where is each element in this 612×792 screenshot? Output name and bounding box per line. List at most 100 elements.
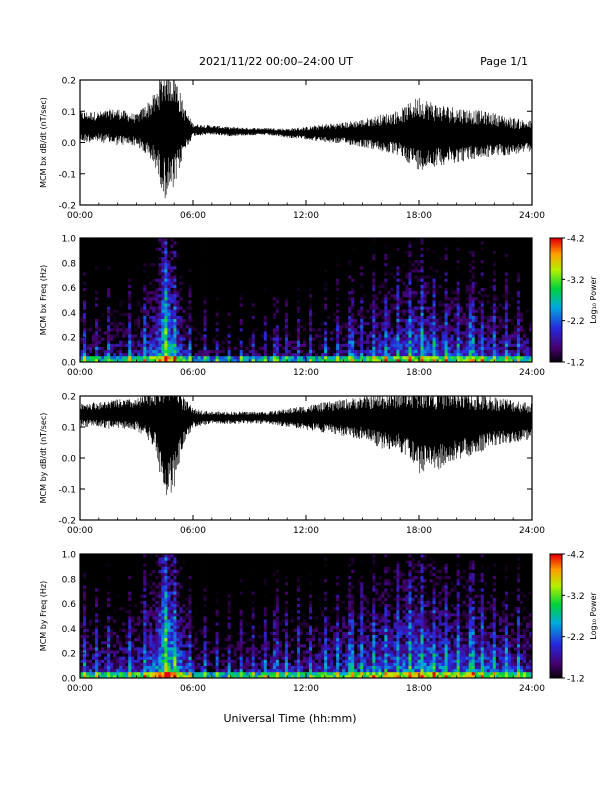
spectrogram-cell [116, 269, 120, 273]
spectrogram-cell [134, 293, 138, 298]
spectrogram-cell [293, 284, 298, 288]
spectrogram-cell [375, 324, 379, 329]
spectrogram-cell [173, 281, 177, 285]
spectrogram-cell [143, 262, 147, 267]
spectrogram-cell [128, 343, 132, 347]
spectrogram-cell [357, 334, 361, 338]
spectrogram-cell [366, 287, 370, 292]
spectrogram-cell [200, 358, 204, 362]
spectrogram-cell [176, 324, 180, 329]
spectrogram-cell [281, 250, 286, 254]
spectrogram-cell [318, 241, 322, 245]
spectrogram-cell [248, 256, 253, 261]
spectrogram-cell [251, 309, 256, 313]
spectrogram-cell [414, 278, 418, 282]
spectrogram-cell [306, 253, 310, 257]
panels-group: 00:00 06:00 12:00 18:00 24:00-0.2-0.10.00.10… [39, 77, 598, 695]
spectrogram-cell [206, 259, 210, 264]
spectrogram-cell [293, 247, 298, 251]
spectrogram-cell [420, 300, 424, 304]
spectrogram-cell [348, 324, 352, 329]
spectrogram-cell [134, 315, 138, 319]
spectrogram-cell [104, 352, 108, 357]
spectrogram-cell [378, 327, 382, 332]
spectrogram-cell [200, 334, 204, 338]
spectrogram-cell [447, 300, 452, 304]
spectrogram-cell [83, 349, 87, 354]
spectrogram-cell [230, 265, 235, 270]
spectrogram-cell [230, 337, 235, 341]
spectrogram-cell [233, 324, 238, 329]
spectrogram-cell [176, 321, 180, 326]
spectrogram-cell [98, 324, 102, 329]
spectrogram-cell [293, 238, 298, 242]
spectrogram-cell [339, 318, 343, 323]
spectrogram-cell [321, 337, 325, 341]
spectrogram-cell [348, 278, 352, 282]
spectrogram-cell [315, 324, 319, 329]
spectrogram-cell [266, 284, 271, 288]
spectrogram-cell [351, 265, 355, 270]
spectrogram-cell [164, 262, 168, 267]
spectrogram-cell [441, 256, 446, 261]
spectrogram-cell [399, 324, 403, 329]
spectrogram-cell [432, 290, 436, 295]
spectrogram-cell [260, 334, 265, 338]
spectrogram-cell [324, 358, 328, 362]
spectrogram-cell [194, 343, 198, 347]
spectrogram-cell [146, 300, 150, 304]
spectrogram-cell [363, 318, 367, 323]
spectrogram-cell [161, 300, 165, 304]
spectrogram-cell [92, 321, 96, 326]
spectrogram-cell [348, 312, 352, 316]
spectrogram-cell [158, 284, 162, 288]
spectrogram-cell [330, 244, 334, 248]
spectrogram-cell [233, 343, 238, 347]
spectrogram-cell [206, 244, 210, 248]
spectrogram-cell [164, 358, 168, 362]
spectrogram-cell [299, 278, 304, 282]
spectrogram-cell [197, 327, 201, 332]
spectrogram-cell [98, 265, 102, 270]
spectrogram-cell [405, 256, 409, 261]
spectrogram-cell [224, 272, 229, 276]
spectrogram-cell [336, 343, 340, 347]
spectrogram-cell [423, 244, 427, 248]
spectrogram-cell [176, 290, 180, 295]
spectrogram-cell [191, 334, 195, 338]
spectrogram-cell [411, 327, 415, 332]
spectrogram-cell [140, 343, 144, 347]
spectrogram-cell [381, 265, 385, 270]
spectrogram-cell [299, 312, 304, 316]
spectrogram-cell [405, 334, 409, 338]
spectrogram-cell [257, 241, 262, 245]
spectrogram-cell [299, 306, 304, 310]
spectrogram-cell [209, 343, 213, 347]
spectrogram-cell [161, 278, 165, 282]
spectrogram-cell [284, 262, 289, 267]
spectrogram-cell [215, 290, 220, 295]
spectrogram-cell [447, 290, 452, 295]
spectrogram-cell [137, 247, 141, 251]
spectrogram-cell [128, 318, 132, 323]
spectrogram-cell [185, 281, 189, 285]
spectrogram-cell [393, 281, 397, 285]
spectrogram-cell [354, 284, 358, 288]
spectrogram-cell [381, 306, 385, 310]
spectrogram-cell [312, 250, 316, 254]
spectrogram-cell [357, 315, 361, 319]
spectrogram-cell [254, 303, 259, 307]
spectrogram-cell [342, 241, 346, 245]
spectrogram-cell [161, 334, 165, 338]
spectrogram-cell [342, 272, 346, 276]
spectrogram-cell [194, 265, 198, 270]
spectrogram-cell [200, 303, 204, 307]
spectrogram-cell [101, 327, 105, 332]
spectrogram-cell [369, 318, 373, 323]
spectrogram-cell [357, 331, 361, 335]
spectrogram-cell [378, 315, 382, 319]
spectrogram-cell [354, 275, 358, 279]
spectrogram-cell [248, 309, 253, 313]
spectrogram-cell [402, 315, 406, 319]
spectrogram-cell [372, 340, 376, 344]
